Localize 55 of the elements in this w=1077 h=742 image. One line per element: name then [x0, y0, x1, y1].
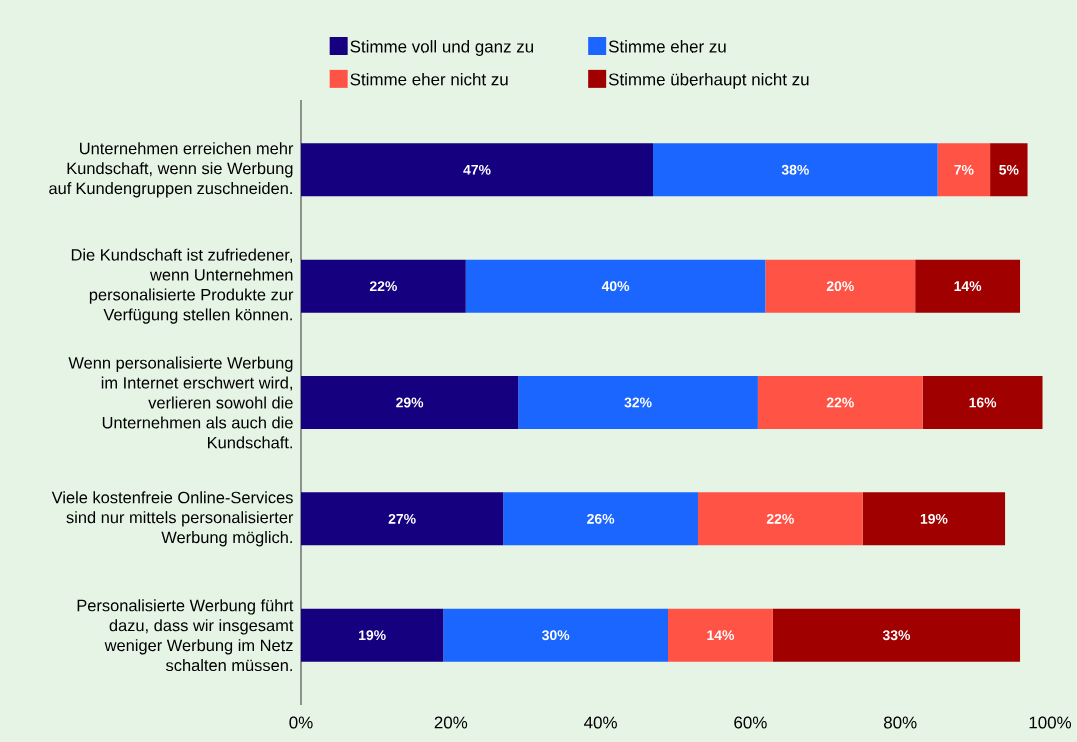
- bar: [915, 259, 1021, 313]
- bar: [301, 608, 444, 662]
- data-label: 5%: [999, 164, 1019, 175]
- bar: [757, 376, 923, 430]
- bar: [465, 259, 766, 313]
- y-tick-label: Wenn personalisierte Werbung im Internet erschwert wird, verlieren sowohl die Unternehmen als auch die Kundschaft.: [68, 356, 293, 449]
- data-label: 22%: [826, 397, 854, 408]
- bar: [301, 259, 466, 313]
- data-label: 14%: [954, 281, 982, 292]
- data-label: 32%: [624, 397, 652, 408]
- bar: [922, 376, 1043, 430]
- bar: [765, 259, 916, 313]
- bar: [443, 608, 669, 662]
- data-label: 7%: [954, 164, 974, 175]
- data-label: 22%: [766, 513, 794, 524]
- x-tick-label: 80%: [883, 716, 917, 729]
- bar: [937, 143, 991, 197]
- data-label: 19%: [359, 630, 386, 641]
- bar: [503, 492, 698, 546]
- data-label: 40%: [601, 281, 630, 292]
- data-label: 19%: [920, 513, 948, 524]
- bar: [518, 376, 758, 430]
- bar: [668, 608, 773, 662]
- legend-label: Stimme eher nicht zu: [350, 72, 508, 86]
- y-tick-label: Die Kundschaft ist zufriedener, wenn Unternehmen personalisierte Produkte zur Verfügung stellen können.: [71, 248, 294, 324]
- bar: [697, 492, 863, 546]
- bar: [990, 143, 1028, 197]
- data-label: 22%: [369, 281, 397, 292]
- bar: [772, 608, 1021, 662]
- data-label: 33%: [882, 630, 911, 641]
- bar: [301, 376, 519, 430]
- data-label: 38%: [781, 164, 809, 175]
- x-tick-label: 60%: [734, 716, 767, 729]
- data-label: 27%: [388, 513, 416, 524]
- legend-label: Stimme voll und ganz zu: [350, 40, 534, 56]
- bar: [301, 143, 654, 197]
- legend-label: Stimme überhaupt nicht zu: [608, 72, 809, 89]
- bar: [653, 143, 938, 197]
- y-tick-label: Personalisierte Werbung führt dazu, dass wir insgesamt weniger Werbung im Netz schalten müssen.: [77, 599, 294, 672]
- bar: [862, 492, 1006, 546]
- data-label: 29%: [396, 397, 424, 408]
- x-tick-label: 20%: [434, 716, 468, 729]
- bar: [301, 492, 504, 546]
- y-tick-label: Viele kostenfreie Online-Services sind nur mittels personalisierter Werbung möglich.: [51, 491, 294, 547]
- y-tick-label: Unternehmen erreichen mehr Kundschaft, wenn sie Werbung auf Kundengruppen zuschneiden.: [49, 142, 294, 198]
- data-label: 47%: [463, 164, 491, 175]
- x-tick-label: 0%: [289, 716, 313, 729]
- data-label: 16%: [969, 397, 997, 408]
- data-label: 14%: [707, 630, 735, 641]
- x-tick-label: 100%: [1029, 716, 1072, 729]
- data-label: 20%: [826, 281, 854, 292]
- x-tick-label: 40%: [584, 716, 617, 729]
- data-label: 26%: [587, 513, 615, 524]
- data-label: 30%: [542, 630, 570, 641]
- legend-label: Stimme eher zu: [608, 40, 726, 53]
